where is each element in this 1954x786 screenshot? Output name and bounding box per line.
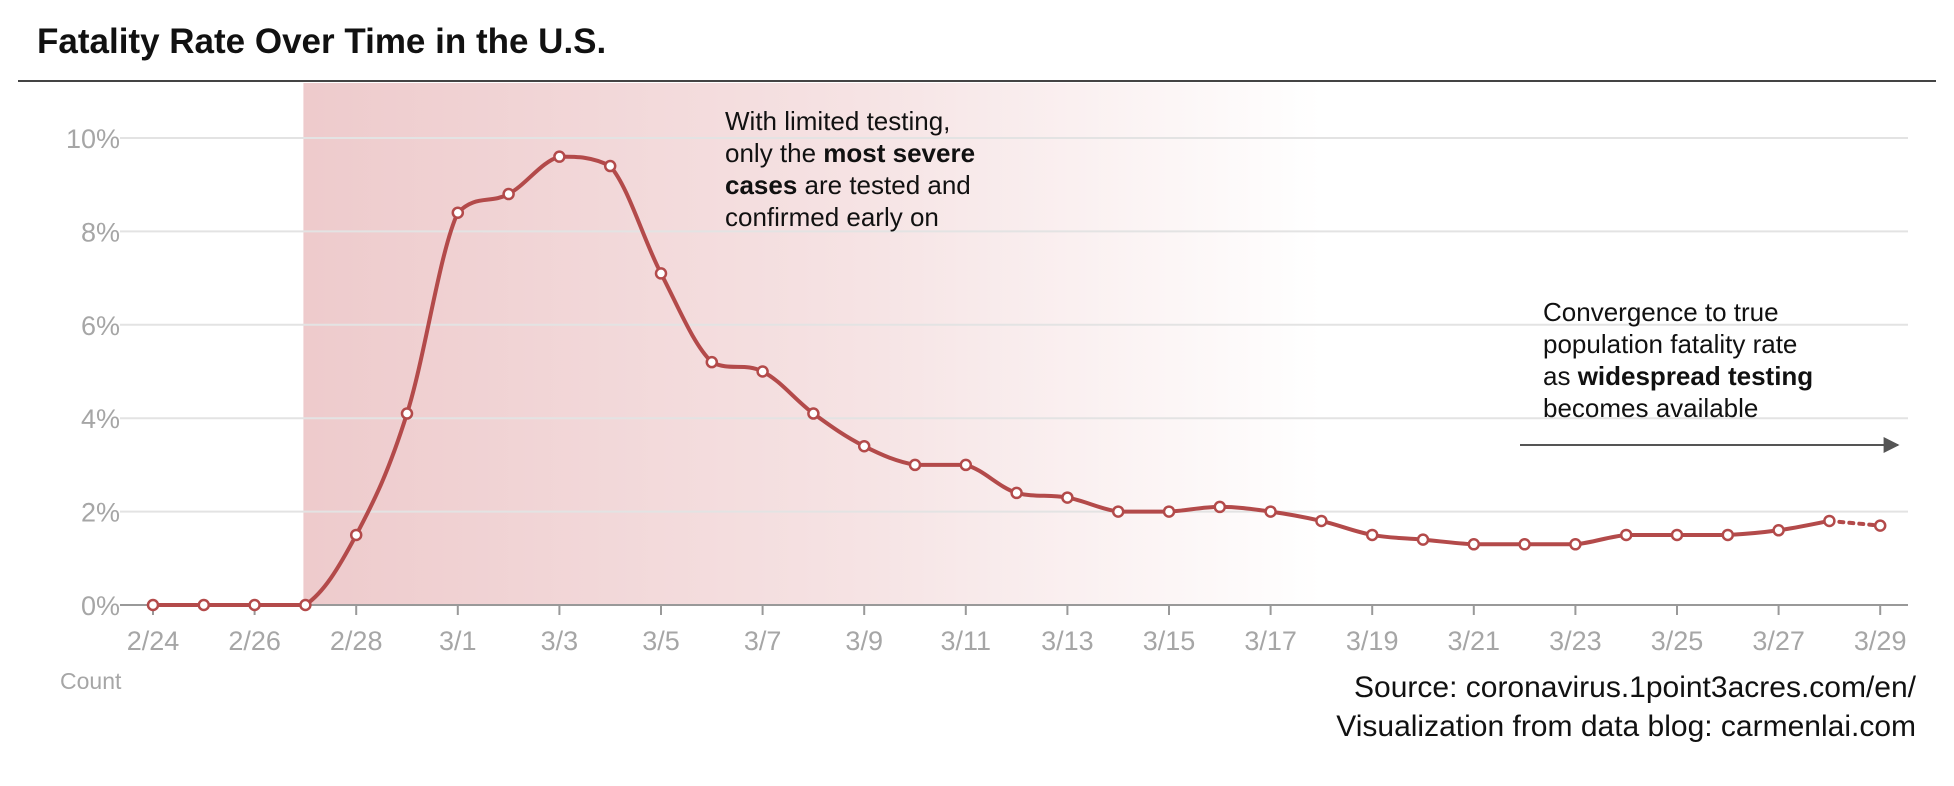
data-point [1467, 538, 1481, 551]
x-tick-label: 3/17 [1244, 626, 1297, 656]
x-tick-label: 3/25 [1651, 626, 1704, 656]
early-testing-annotation: With limited testing, only the most seve… [725, 106, 976, 232]
x-tick-label: 3/15 [1143, 626, 1196, 656]
data-point [705, 355, 719, 369]
limited-testing-shaded-region [303, 83, 1322, 605]
gridlines [120, 137, 1908, 513]
data-point [603, 159, 617, 173]
chart-title: Fatality Rate Over Time in the U.S. [37, 22, 607, 61]
data-point [1823, 514, 1836, 528]
y-tick-label: 8% [81, 217, 120, 247]
source-credit: Source: coronavirus.1point3acres.com/en/… [1336, 671, 1916, 743]
fatality-rate-line-projection [1827, 518, 1883, 528]
x-tick-label: 3/3 [541, 626, 579, 656]
data-point [1416, 533, 1430, 546]
x-tick-label: 2/28 [330, 626, 383, 656]
y-tick-label: 10% [66, 124, 120, 154]
x-tick-label: 3/9 [845, 626, 883, 656]
data-point [756, 365, 769, 378]
data-point [807, 407, 820, 420]
data-point [1111, 505, 1125, 518]
data-point [1721, 528, 1735, 542]
data-point [299, 598, 312, 612]
x-tick-label: 3/29 [1854, 626, 1907, 656]
y-tick-label: 6% [81, 311, 120, 341]
data-point [1264, 505, 1277, 518]
y-tick-label: 2% [81, 498, 120, 528]
x-tick-label: 3/7 [744, 626, 782, 656]
data-point [1518, 538, 1531, 551]
count-label: Count [60, 668, 122, 694]
title-divider [18, 80, 1936, 82]
data-point [197, 598, 211, 612]
data-point [1315, 514, 1328, 528]
data-point [349, 528, 363, 542]
data-point [1670, 528, 1684, 542]
x-tick-label: 2/24 [127, 626, 180, 656]
data-point [1061, 491, 1074, 504]
data-point [654, 267, 668, 280]
y-tick-label: 0% [81, 591, 120, 621]
x-tick-label: 3/1 [439, 626, 477, 656]
data-point [908, 458, 922, 472]
data-point [1162, 505, 1176, 518]
data-point [248, 598, 261, 612]
data-point [857, 439, 871, 453]
data-point [451, 206, 465, 219]
x-tick-label: 3/23 [1549, 626, 1602, 656]
data-point [1365, 528, 1379, 542]
data-point [553, 150, 566, 163]
convergence-annotation: Convergence to true population fatality … [1543, 297, 1814, 423]
data-point [1772, 524, 1785, 537]
x-tick-label: 3/13 [1041, 626, 1094, 656]
y-tick-label: 4% [81, 404, 120, 434]
data-point [1010, 486, 1023, 500]
x-tick-label: 3/21 [1448, 626, 1501, 656]
y-axis: 0% 2% 4% 6% 8% 10% [66, 124, 120, 621]
x-tick-label: 2/26 [228, 626, 281, 656]
x-tick-label: 3/5 [642, 626, 680, 656]
data-point [1619, 528, 1633, 542]
data-point [146, 598, 160, 612]
data-point [1213, 500, 1227, 514]
x-axis: 2/24 2/26 2/28 3/1 3/3 3/5 3/7 3/9 3/11 3/13 3/15 3… [120, 604, 1908, 656]
x-tick-label: 3/11 [941, 626, 992, 656]
x-tick-label: 3/27 [1752, 626, 1805, 656]
data-point [502, 187, 515, 201]
data-points [146, 150, 1887, 612]
x-tick-label: 3/19 [1346, 626, 1399, 656]
data-point [400, 407, 414, 420]
data-point [959, 458, 973, 472]
data-point [1569, 538, 1582, 551]
data-point [1873, 519, 1887, 532]
